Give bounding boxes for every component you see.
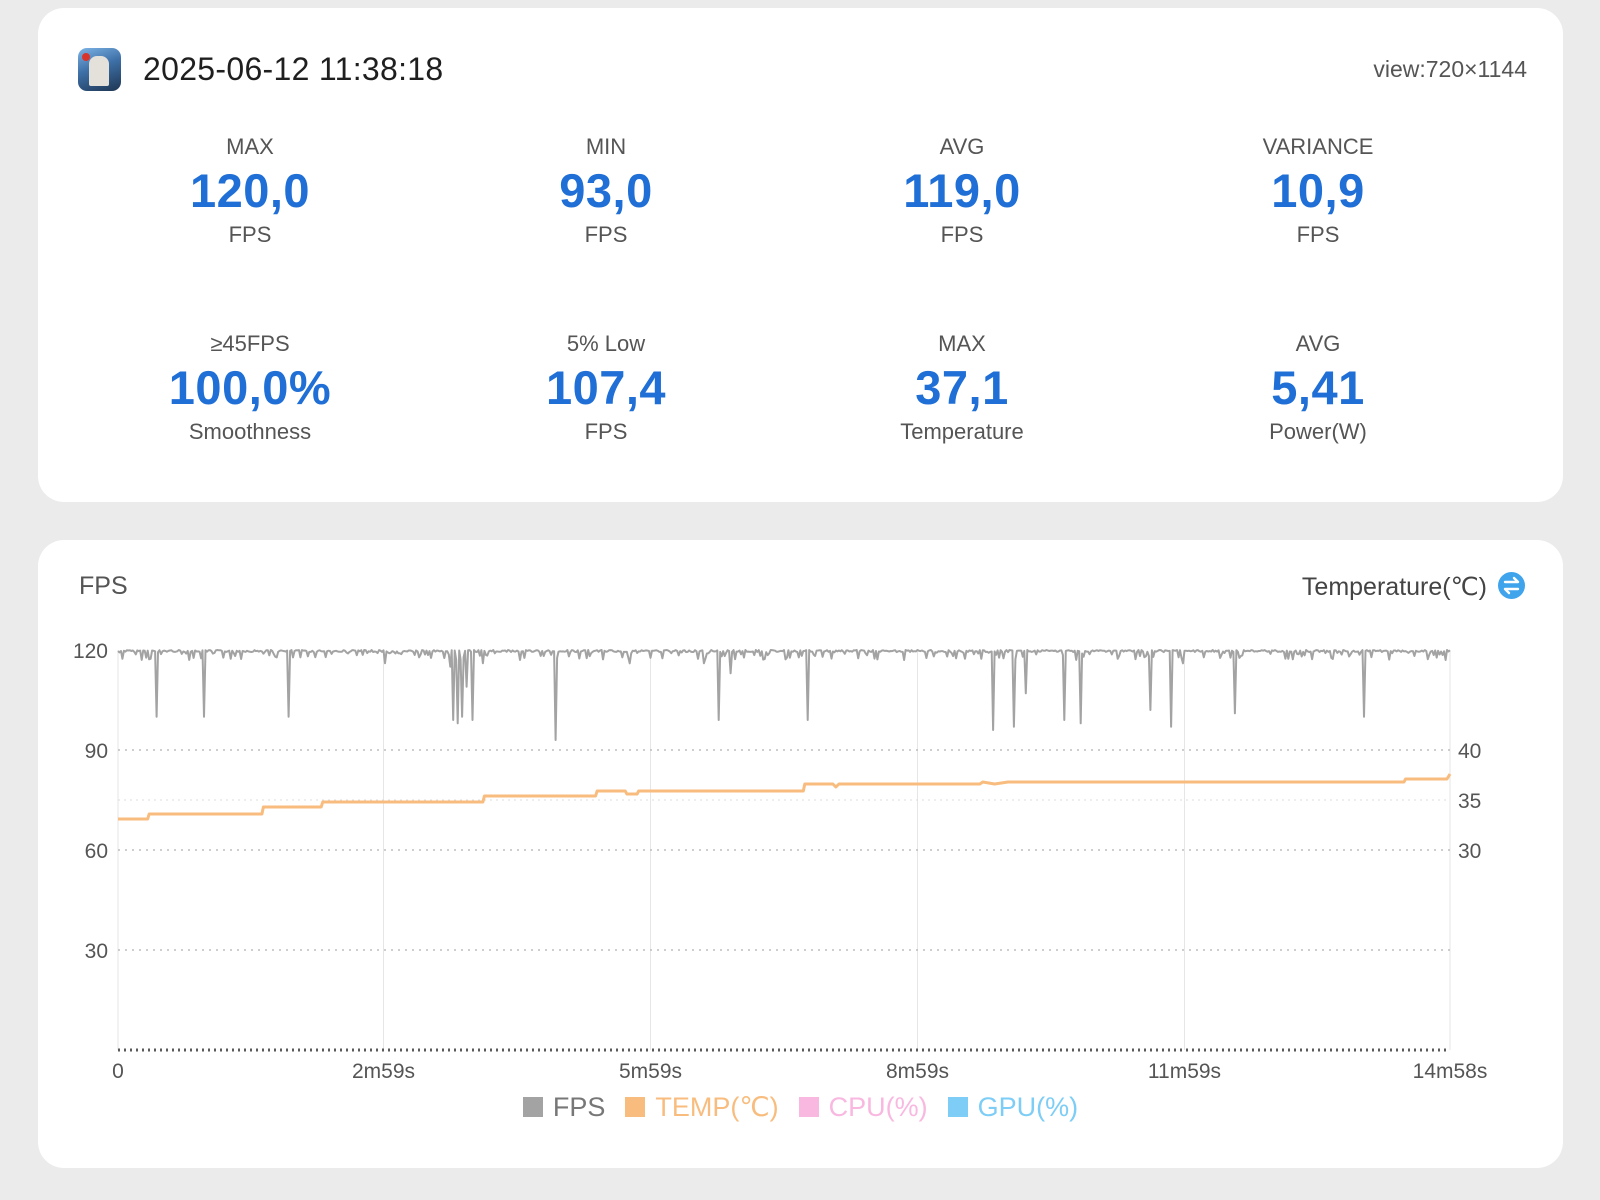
- session-header: 2025-06-12 11:38:18 view:720×1144: [78, 48, 1527, 92]
- stat-max-fps: MAX 120,0 FPS: [70, 132, 430, 250]
- fps-chart-card: FPS Temperature(℃) 30 60 90 120 30 35 40 0 2m59s…: [38, 540, 1563, 1168]
- chart-left-axis-title: FPS: [79, 572, 128, 600]
- legend-label: GPU(%): [977, 1092, 1079, 1122]
- stat-5pct-low: 5% Low 107,4 FPS: [426, 329, 786, 447]
- x-tick-label: 14m58s: [1413, 1060, 1488, 1083]
- x-tick-label: 5m59s: [619, 1060, 682, 1083]
- stat-value: 10,9: [1271, 164, 1365, 217]
- legend-label: TEMP(℃): [655, 1092, 779, 1122]
- legend-item[interactable]: TEMP(℃): [625, 1092, 779, 1123]
- stat-value: 120,0: [189, 164, 311, 217]
- y-tick-label-left: 60: [85, 840, 108, 863]
- stat-unit: Temperature: [900, 419, 1024, 444]
- legend-swatch: [625, 1097, 646, 1117]
- y-tick-label-left: 90: [85, 740, 108, 763]
- legend-swatch: [798, 1097, 819, 1117]
- legend-item[interactable]: FPS: [522, 1092, 606, 1123]
- stat-value: 5,41: [1271, 361, 1365, 414]
- stat-label: MIN: [585, 134, 627, 159]
- stat-label: AVG: [939, 134, 985, 159]
- game-app-icon[interactable]: [78, 48, 121, 91]
- stat-smoothness: ≥45FPS 100,0% Smoothness: [70, 329, 430, 447]
- chart-right-axis-title: Temperature(℃): [1301, 573, 1487, 601]
- summary-card: 2025-06-12 11:38:18 view:720×1144 MAX 12…: [38, 8, 1563, 502]
- stat-unit: Smoothness: [188, 419, 312, 444]
- legend-swatch: [947, 1097, 968, 1117]
- x-tick-label: 2m59s: [352, 1060, 415, 1083]
- legend-item[interactable]: GPU(%): [947, 1092, 1079, 1123]
- legend-item[interactable]: CPU(%): [798, 1092, 928, 1123]
- stat-unit: Power(W): [1269, 419, 1367, 444]
- y-tick-label-right: 30: [1458, 840, 1481, 863]
- y-tick-label-right: 40: [1458, 740, 1481, 763]
- y-tick-label-left: 30: [85, 940, 108, 963]
- stat-label: VARIANCE: [1262, 134, 1374, 159]
- x-tick-label: 8m59s: [886, 1060, 949, 1083]
- stat-unit: FPS: [584, 222, 628, 247]
- legend-label: CPU(%): [828, 1092, 928, 1122]
- view-resolution: view:720×1144: [1373, 56, 1527, 82]
- stat-label: 5% Low: [566, 331, 646, 356]
- stat-label: AVG: [1295, 331, 1341, 356]
- stat-value: 93,0: [559, 164, 653, 217]
- stat-label: ≥45FPS: [210, 331, 290, 356]
- temp-series-line: [118, 773, 1452, 821]
- stat-unit: FPS: [228, 222, 272, 247]
- stat-value: 119,0: [903, 164, 1021, 217]
- swap-axis-icon[interactable]: [1498, 572, 1525, 599]
- stat-label: MAX: [938, 331, 986, 356]
- y-tick-label-right: 35: [1458, 790, 1481, 813]
- stat-min-fps: MIN 93,0 FPS: [426, 132, 786, 250]
- stat-unit: FPS: [1296, 222, 1340, 247]
- fps-series-line: [117, 649, 1451, 741]
- stat-avg-fps: AVG 119,0 FPS: [782, 132, 1142, 250]
- legend-swatch: [522, 1097, 543, 1117]
- legend-label: FPS: [552, 1092, 606, 1122]
- x-tick-label: 11m59s: [1148, 1060, 1221, 1083]
- stat-variance-fps: VARIANCE 10,9 FPS: [1138, 132, 1498, 250]
- session-datetime: 2025-06-12 11:38:18: [143, 51, 444, 87]
- stat-unit: FPS: [940, 222, 984, 247]
- x-tick-label: 0: [112, 1060, 124, 1083]
- stat-value: 100,0%: [168, 361, 332, 414]
- stat-unit: FPS: [584, 419, 628, 444]
- stat-label: MAX: [226, 134, 274, 159]
- stat-value: 37,1: [915, 361, 1009, 414]
- stat-max-temperature: MAX 37,1 Temperature: [782, 329, 1142, 447]
- fps-temperature-chart: 30 60 90 120 30 35 40 0 2m59s 5m59s 8m59s 11m59s 14m…: [73, 640, 1488, 1083]
- stat-avg-power: AVG 5,41 Power(W): [1138, 329, 1498, 447]
- y-tick-label-left: 120: [73, 640, 108, 663]
- chart-legend: FPS TEMP(℃) CPU(%) GPU(%): [38, 1092, 1563, 1132]
- stat-value: 107,4: [545, 361, 667, 414]
